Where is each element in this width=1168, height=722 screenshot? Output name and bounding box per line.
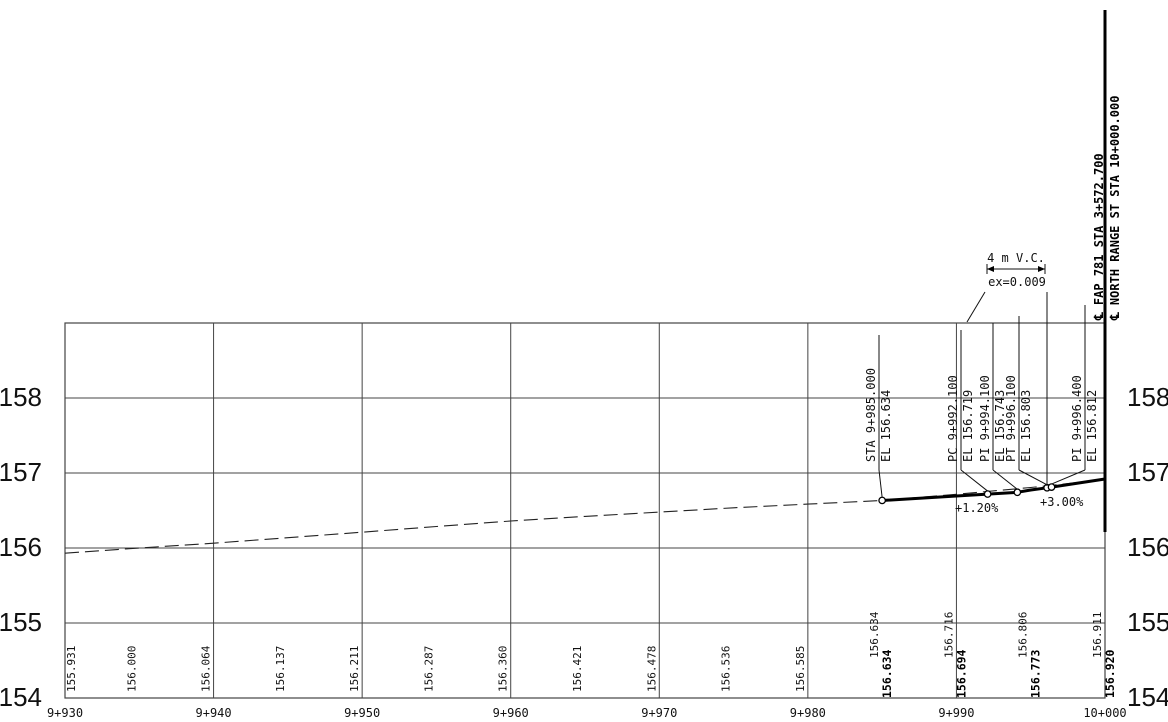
vertical-curve-external: ex=0.009 bbox=[988, 275, 1046, 289]
control-point-station: PT 9+996.100 bbox=[1004, 375, 1018, 462]
control-point-marker bbox=[878, 496, 886, 505]
existing-elevation-label: 156.806 bbox=[1017, 612, 1030, 658]
grade-label: +1.20% bbox=[955, 501, 999, 515]
proposed-elevation-label: 156.920 bbox=[1103, 649, 1117, 698]
control-point-elevation: EL 156.743 bbox=[993, 390, 1007, 462]
existing-ground-line bbox=[64, 479, 1106, 554]
grid bbox=[64, 322, 1106, 699]
existing-elevation-label: 156.536 bbox=[720, 646, 733, 692]
station-label: 9+950 bbox=[344, 706, 380, 720]
control-point-station: STA 9+985.000 bbox=[864, 368, 878, 462]
elevation-label-left: 154 bbox=[0, 682, 42, 712]
vertical-curve-length: 4 m V.C. bbox=[987, 251, 1045, 265]
elevation-label-right: 155 bbox=[1127, 607, 1168, 637]
existing-elevation-label: 156.716 bbox=[942, 612, 955, 658]
control-point-marker bbox=[1013, 488, 1022, 497]
control-point-elevation: EL 156.719 bbox=[961, 390, 975, 462]
existing-elevation-label: 155.931 bbox=[65, 646, 78, 692]
centerline-label: ℄ FAP 781 STA 3+572.700 bbox=[1092, 153, 1106, 321]
existing-elevation-label: 156.585 bbox=[794, 646, 807, 692]
existing-elevation-label: 156.000 bbox=[125, 646, 138, 692]
control-point-marker bbox=[1047, 483, 1056, 491]
existing-elevation-label: 156.287 bbox=[422, 646, 435, 692]
vertical-curve-leader bbox=[966, 291, 986, 323]
existing-elevation-label: 156.634 bbox=[868, 611, 881, 658]
control-point-station: PC 9+992.100 bbox=[946, 375, 960, 462]
station-label: 9+960 bbox=[493, 706, 529, 720]
centerline-label: ℄ NORTH RANGE ST STA 10+000.000 bbox=[1108, 96, 1122, 321]
existing-elevation-label: 156.211 bbox=[348, 646, 361, 692]
control-point-station: PI 9+994.100 bbox=[978, 375, 992, 462]
existing-elevation-label: 156.478 bbox=[645, 646, 658, 692]
control-point-leader bbox=[878, 469, 883, 498]
station-label: 10+000 bbox=[1083, 706, 1126, 720]
control-point-leader bbox=[960, 469, 988, 492]
vertical-curve-arrow-left bbox=[987, 266, 994, 272]
station-axis-labels: 9+930 9+940 9+950 9+960 9+970 9+980 9+990 10+00… bbox=[47, 706, 1127, 720]
proposed-elevation-label: 156.773 bbox=[1029, 649, 1043, 698]
elevation-label-left: 158 bbox=[0, 382, 42, 412]
control-point-station: PI 9+996.400 bbox=[1070, 375, 1084, 462]
control-point-elevation: EL 156.812 bbox=[1085, 390, 1099, 462]
elevation-label-right: 156 bbox=[1127, 532, 1168, 562]
profile-lines bbox=[64, 10, 1107, 554]
grade-label: +3.00% bbox=[1040, 495, 1084, 509]
control-point-marker bbox=[983, 490, 992, 498]
control-point-leader bbox=[992, 469, 1018, 490]
existing-elevation-label: 156.137 bbox=[274, 646, 287, 692]
elevation-label-left: 157 bbox=[0, 457, 42, 487]
station-label: 9+970 bbox=[641, 706, 677, 720]
elevation-label-right: 154 bbox=[1127, 682, 1168, 712]
existing-elevation-label: 156.911 bbox=[1091, 612, 1104, 658]
station-label: 9+930 bbox=[47, 706, 83, 720]
elevation-label-left: 156 bbox=[0, 532, 42, 562]
existing-elevation-label: 156.064 bbox=[200, 645, 213, 692]
proposed-elevation-label: 156.694 bbox=[954, 649, 968, 698]
station-label: 9+980 bbox=[790, 706, 826, 720]
control-point-elevation: EL 156.803 bbox=[1019, 390, 1033, 462]
control-point-leader bbox=[1051, 469, 1086, 485]
station-label: 9+990 bbox=[938, 706, 974, 720]
annotations: STA 9+985.000 EL 156.634 PC 9+992.100 EL 15… bbox=[864, 96, 1122, 515]
control-point-leader bbox=[1018, 469, 1048, 486]
elevation-band: 155.931 156.000 156.064 156.137 156.211 156.2… bbox=[65, 611, 1117, 698]
elevation-axis-labels: 154 154 155 155 156 156 157 157 158 158 bbox=[0, 382, 1168, 712]
vertical-curve-arrow-right bbox=[1038, 266, 1045, 272]
existing-elevation-label: 156.421 bbox=[571, 646, 584, 692]
elevation-label-right: 157 bbox=[1127, 457, 1168, 487]
control-point-elevation: EL 156.634 bbox=[879, 390, 893, 462]
station-label: 9+940 bbox=[196, 706, 232, 720]
proposed-elevation-label: 156.634 bbox=[880, 649, 894, 698]
elevation-label-right: 158 bbox=[1127, 382, 1168, 412]
elevation-label-left: 155 bbox=[0, 607, 42, 637]
existing-elevation-label: 156.360 bbox=[497, 646, 510, 692]
